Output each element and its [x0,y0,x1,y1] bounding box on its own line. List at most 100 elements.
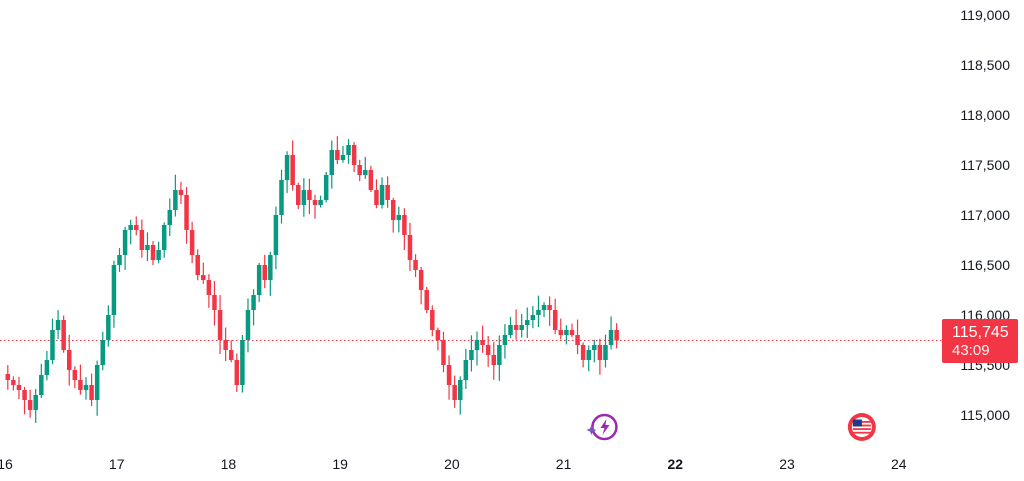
candle [318,195,323,208]
candle [61,315,66,353]
candle [228,340,234,363]
candle [614,323,619,349]
current-price-badge: 115,745 43:09 [942,319,1018,363]
candle [290,140,295,191]
y-tick-label: 119,000 [960,7,1010,23]
candle [234,353,240,393]
candle [346,139,351,164]
us-flag-event-icon[interactable] [847,413,876,441]
candle [100,331,106,371]
candle [189,221,195,264]
candle [273,206,279,270]
candle [111,260,117,328]
x-tick-label: 23 [779,456,795,472]
candle [156,241,161,264]
candle [44,351,50,381]
candle [161,222,167,258]
x-tick-label: 19 [332,456,348,472]
candle [541,302,547,318]
candle [597,338,603,375]
candle [178,181,184,204]
candle [83,377,89,400]
candle [446,355,452,400]
candle [385,176,390,208]
candle [536,295,541,328]
candle [22,386,27,415]
candle [262,254,267,289]
candle [580,342,586,368]
candle [491,341,497,380]
candle [357,159,362,182]
candle [117,248,122,272]
candle [379,177,385,209]
candle [94,360,100,416]
candle [569,323,575,338]
candle [469,335,474,372]
candle [145,232,150,262]
candle [424,286,429,313]
candle [413,254,418,278]
candle [139,219,145,258]
countdown-label: 43:09 [952,341,990,359]
x-tick-label: 20 [444,456,460,472]
candle [463,348,469,389]
candle [217,295,223,355]
candle [368,165,374,193]
candle [245,298,251,353]
candle [89,373,94,406]
candle [173,174,178,217]
candle [206,274,212,308]
candle [608,316,614,350]
candle [525,307,530,338]
candle [307,178,312,215]
candle [78,364,83,395]
candle [374,179,379,209]
candle [363,156,368,179]
y-tick-label: 116,500 [960,257,1010,273]
candle [212,280,217,326]
x-tick-label: 22 [668,456,684,472]
candle [340,146,346,163]
candle [312,194,318,219]
candle [430,305,435,337]
candle [407,222,413,271]
candle [240,334,245,393]
candle [480,325,485,353]
candle [519,313,524,338]
y-tick-label: 117,500 [960,157,1010,173]
candle [575,319,580,355]
candle [564,325,569,345]
candle [497,335,502,381]
candle [502,324,508,359]
x-tick-label: 18 [221,456,237,472]
candle [402,208,407,251]
candle [485,336,491,367]
candle [457,376,463,415]
y-tick-label: 117,000 [960,207,1010,223]
candle [55,310,61,339]
candle [33,389,38,423]
candle [256,262,262,303]
candle [27,389,33,418]
candle [474,331,480,366]
candle [441,331,446,373]
current-price-label: 115,745 [952,323,1009,341]
candle [128,219,133,245]
candle [396,206,402,233]
candle [72,366,78,389]
candle [390,197,396,233]
candle [284,151,290,194]
candle [268,251,273,296]
lightning-event-icon[interactable] [586,413,618,441]
y-tick-label: 118,500 [960,57,1010,73]
candle [167,198,173,237]
candle [513,309,519,340]
candle [66,334,72,386]
candle [530,305,536,329]
candle [558,318,564,340]
candle [435,327,441,351]
candle [201,262,206,284]
candle [296,182,301,210]
